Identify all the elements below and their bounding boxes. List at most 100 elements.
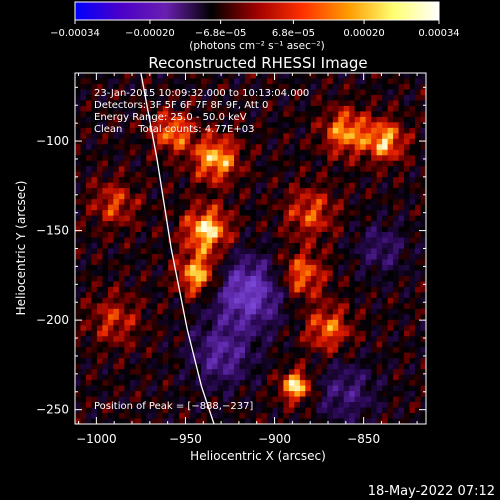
- heatmap-cell: [223, 391, 229, 397]
- heatmap-cell: [316, 182, 323, 189]
- heatmap-cell: [299, 336, 306, 343]
- heatmap-cell: [299, 402, 306, 408]
- heatmap-cell: [107, 199, 114, 206]
- heatmap-cell: [349, 270, 356, 277]
- heatmap-cell: [85, 221, 92, 227]
- heatmap-cell: [239, 78, 246, 85]
- heatmap-cell: [168, 177, 175, 184]
- heatmap-cell: [245, 391, 251, 397]
- heatmap-cell: [299, 226, 306, 233]
- heatmap-cell: [360, 105, 367, 112]
- heatmap-cell: [118, 330, 125, 337]
- heatmap-cell: [85, 138, 92, 145]
- heatmap-cell: [173, 226, 180, 233]
- heatmap-cell: [382, 281, 389, 288]
- heatmap-cell: [179, 325, 186, 332]
- heatmap-cell: [387, 374, 394, 381]
- heatmap-cell: [387, 182, 394, 189]
- heatmap-cell: [288, 347, 295, 354]
- heatmap-cell: [118, 193, 125, 200]
- heatmap-cell: [382, 275, 389, 282]
- heatmap-cell: [250, 253, 257, 260]
- heatmap-cell: [360, 363, 367, 370]
- heatmap-cell: [151, 177, 158, 184]
- heatmap-cell: [140, 226, 147, 233]
- heatmap-cell: [332, 292, 339, 299]
- heatmap-cell: [113, 149, 120, 156]
- heatmap-cell: [239, 116, 246, 123]
- heatmap-cell: [409, 155, 416, 162]
- heatmap-cell: [283, 193, 290, 200]
- heatmap-cell: [288, 363, 295, 370]
- heatmap-cell: [239, 319, 246, 326]
- chart-title: Reconstructed RHESSI Image: [148, 54, 367, 72]
- heatmap-cell: [173, 369, 180, 376]
- heatmap-cell: [310, 188, 317, 195]
- heatmap-cell: [212, 188, 218, 195]
- heatmap-cell: [288, 336, 295, 343]
- heatmap-cell: [234, 292, 240, 299]
- heatmap-cell: [250, 352, 257, 359]
- heatmap-cell: [151, 270, 158, 277]
- heatmap-cell: [305, 248, 312, 255]
- heatmap-cell: [382, 402, 389, 408]
- heatmap-cell: [294, 243, 301, 249]
- heatmap-cell: [146, 402, 153, 408]
- heatmap-cell: [294, 210, 301, 216]
- heatmap-cell: [195, 177, 202, 184]
- heatmap-cell: [80, 100, 87, 107]
- heatmap-cell: [91, 374, 98, 381]
- heatmap-cell: [157, 188, 164, 195]
- heatmap-cell: [162, 286, 169, 293]
- heatmap-cell: [294, 358, 301, 365]
- heatmap-cell: [195, 116, 202, 123]
- heatmap-cell: [80, 413, 87, 419]
- heatmap-cell: [272, 297, 279, 304]
- heatmap-cell: [85, 193, 92, 200]
- heatmap-cell: [376, 264, 383, 271]
- heatmap-cell: [382, 407, 389, 414]
- heatmap-cell: [85, 286, 92, 293]
- heatmap-cell: [261, 418, 268, 424]
- heatmap-cell: [129, 292, 136, 299]
- heatmap-cell: [420, 144, 426, 151]
- heatmap-cell: [371, 215, 378, 222]
- heatmap-cell: [250, 325, 257, 332]
- heatmap-cell: [349, 319, 356, 326]
- heatmap-cell: [250, 286, 257, 293]
- heatmap-cell: [228, 73, 235, 79]
- heatmap-cell: [354, 166, 361, 173]
- heatmap-cell: [310, 138, 317, 145]
- heatmap-cell: [179, 259, 186, 266]
- heatmap-cell: [371, 380, 378, 387]
- heatmap-cell: [107, 188, 114, 195]
- heatmap-cell: [349, 418, 356, 424]
- heatmap-cell: [228, 105, 235, 112]
- heatmap-cell: [310, 358, 317, 365]
- heatmap-cell: [102, 281, 109, 288]
- heatmap-cell: [190, 116, 197, 123]
- heatmap-cell: [338, 237, 345, 244]
- heatmap-cell: [107, 259, 114, 266]
- heatmap-cell: [173, 94, 180, 101]
- heatmap-cell: [272, 193, 279, 200]
- heatmap-cell: [151, 391, 158, 397]
- heatmap-cell: [283, 149, 290, 156]
- heatmap-cell: [338, 418, 345, 424]
- heatmap-cell: [288, 111, 295, 118]
- heatmap-cell: [228, 380, 235, 387]
- heatmap-cell: [234, 100, 240, 107]
- x-axis-label: Heliocentric X (arcsec): [190, 449, 326, 463]
- heatmap-cell: [228, 253, 235, 260]
- heatmap-cell: [299, 83, 306, 90]
- heatmap-cell: [234, 402, 240, 408]
- heatmap-cell: [283, 204, 290, 211]
- heatmap-cell: [173, 221, 180, 227]
- heatmap-cell: [354, 292, 361, 299]
- heatmap-cell: [321, 78, 328, 85]
- heatmap-cell: [102, 413, 109, 419]
- heatmap-cell: [245, 253, 251, 260]
- heatmap-cell: [162, 144, 169, 151]
- heatmap-cell: [420, 237, 426, 244]
- heatmap-cell: [382, 297, 389, 304]
